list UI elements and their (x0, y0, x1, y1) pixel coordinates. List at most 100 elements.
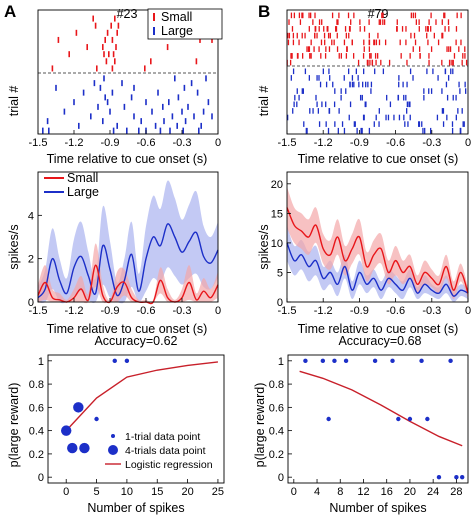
data-point-4trial (61, 425, 72, 436)
legend-box (147, 8, 223, 40)
rate_b-xtick-label: -1.5 (278, 305, 297, 317)
rate_b-xtick-label: -0.3 (422, 305, 441, 317)
data-point-1trial (94, 416, 99, 422)
data-point-1trial (425, 416, 430, 422)
pred_a-ytick-label: 0.2 (29, 449, 44, 461)
pred_b-ytick-label: 0.2 (269, 449, 284, 461)
pred_a-ytick-label: 0.6 (29, 402, 44, 414)
logistic-regression-line (299, 370, 463, 447)
rate-b-plot: -1.5 -1.2 -0.9 -0.6 -0.3 0 0 5 10 15 20 (271, 171, 471, 317)
rate_b-ytick-label: 0 (277, 297, 283, 309)
pred-b-xlabel: Number of spikes (329, 501, 426, 515)
raster-a-xtick-label: -1.2 (65, 137, 84, 149)
data-point-1trial (303, 358, 308, 364)
rate-a-ylabel: spikes/s (7, 224, 21, 269)
rate_b-xtick-label: -1.2 (314, 305, 333, 317)
rate_a-axes-frame (37, 171, 219, 303)
pred_b-xtick-label: 16 (381, 486, 393, 498)
raster-a-xlabel: Time relative to cue onset (s) (47, 152, 208, 166)
rate-a-xlabel: Time relative to cue onset (s) (47, 322, 208, 336)
data-point-1trial (407, 416, 413, 422)
raster-b-xtick-label: -0.9 (350, 137, 369, 149)
pred_a-xtick-label: 0 (63, 486, 69, 498)
pred_b-ytick-label: 0.6 (269, 402, 284, 414)
rate_a-xtick-label: 0 (215, 305, 221, 317)
raster-a-xtick-label: -0.9 (101, 137, 120, 149)
data-point-1trial (396, 416, 401, 422)
raster-a-xtick-label: 0 (215, 137, 221, 149)
pred_b-xtick-label: 20 (404, 486, 416, 498)
data-point-1trial (343, 358, 349, 364)
data-point-1trial (454, 474, 459, 480)
pred_b-xtick-label: 0 (291, 486, 297, 498)
rate_a-xtick-label: -1.2 (65, 305, 84, 317)
pred-b-title: Accuracy=0.68 (338, 334, 421, 348)
rate_a-xtick-label: -1.5 (29, 305, 48, 317)
raster-a-ylabel: trial # (7, 86, 21, 117)
pred_a-ytick-label: 1 (38, 356, 44, 368)
pred-a-ylabel: p(large reward) (7, 383, 21, 468)
pred-a-legend: 1-trial data point 4-trials data point L… (105, 431, 213, 471)
raster-b-title: #79 (368, 7, 389, 21)
pred-a-title: Accuracy=0.62 (94, 334, 177, 348)
pred-a-plot: 0 5 10 15 20 25 0 0.2 0.4 0.6 0.8 1 (29, 354, 225, 498)
data-point-1trial (459, 474, 465, 480)
rate-b-xlabel: Time relative to cue onset (s) (298, 322, 459, 336)
data-point-1trial (390, 358, 395, 364)
rate_b-xtick-label: -0.9 (350, 305, 369, 317)
raster-a-xtick-label: -0.3 (173, 137, 192, 149)
data-point-4trial (67, 442, 78, 454)
panel-letter-b: B (258, 2, 270, 21)
legend-4trial-label: 4-trials data point (125, 445, 206, 457)
rate_a-xtick-label: -0.9 (101, 305, 120, 317)
data-point-1trial (326, 416, 331, 422)
rate-line-large (286, 242, 469, 297)
pred_b-xtick-label: 24 (427, 486, 439, 498)
rate_a-xtick-label: -0.3 (173, 305, 192, 317)
data-point-4trial (73, 402, 84, 413)
raster-b-axes-frame (286, 9, 469, 135)
data-point-1trial (320, 358, 326, 364)
raster-b-xtick-label: -0.6 (386, 137, 405, 149)
raster-b-xtick-label: 0 (465, 137, 471, 149)
pred_b-xtick-label: 8 (337, 486, 343, 498)
pred_a-ytick-label: 0.8 (29, 379, 44, 391)
rate_a-ytick-label: 4 (28, 210, 34, 222)
data-point-1trial (112, 358, 117, 364)
pred_b-ytick-label: 0 (278, 472, 284, 484)
raster-a-xtick-label: -1.5 (29, 137, 48, 149)
sem-band-large (38, 180, 218, 304)
raster-b-xtick-label: -0.3 (422, 137, 441, 149)
raster-b-xtick-label: -1.5 (278, 137, 297, 149)
raster-a-xtick-label: -0.6 (137, 137, 156, 149)
raster-b-ylabel: trial # (257, 86, 271, 117)
pred_a-ytick-label: 0.4 (29, 426, 44, 438)
legend-large-label: Large (67, 185, 99, 199)
data-point-1trial (436, 474, 442, 480)
pred_a-xtick-label: 25 (212, 486, 224, 498)
rate_a-ytick-label: 0 (28, 297, 34, 309)
rate_b-xtick-label: 0 (465, 305, 471, 317)
rate-line-small (286, 207, 469, 294)
legend-4trial-marker (108, 445, 118, 455)
legend-large-label: Large (161, 24, 193, 38)
rate_b-xtick-label: -0.6 (386, 305, 405, 317)
data-point-1trial (419, 358, 424, 364)
raster-b-xtick-label: -1.2 (314, 137, 333, 149)
pred_b-xtick-label: 4 (314, 486, 320, 498)
legend-small-label: Small (161, 10, 192, 24)
raster-b-xlabel: Time relative to cue onset (s) (298, 152, 459, 166)
pred_b-axes-frame (287, 354, 469, 484)
rate_b-ytick-label: 5 (277, 267, 283, 279)
rate-a-plot: -1.5 -1.2 -0.9 -0.6 -0.3 0 0 2 4 (28, 171, 221, 317)
pred_b-xtick-label: 28 (450, 486, 462, 498)
rate_b-ytick-label: 10 (271, 238, 283, 250)
pred-a-xlabel: Number of spikes (87, 501, 184, 515)
pred_b-ytick-label: 1 (278, 356, 284, 368)
raster-a-axes-frame (37, 9, 219, 135)
raster-a-plot: -1.5 -1.2 -0.9 -0.6 -0.3 0 (29, 9, 221, 149)
pred_b-xtick-label: 12 (357, 486, 369, 498)
data-point-1trial (332, 358, 337, 364)
legend-1trial-label: 1-trial data point (125, 431, 200, 443)
